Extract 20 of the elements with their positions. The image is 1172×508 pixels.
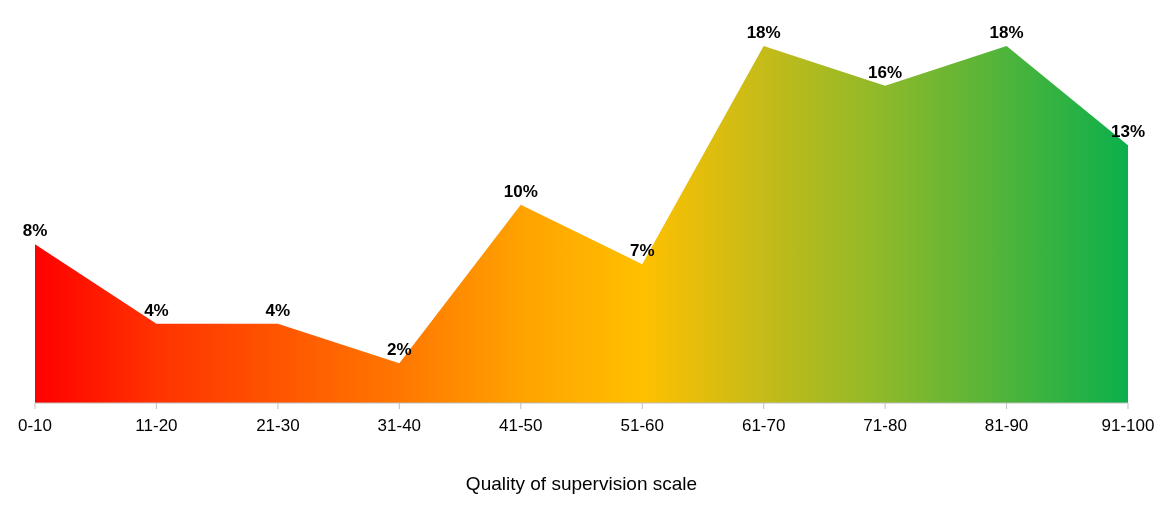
- x-tick-label: 61-70: [741, 416, 786, 436]
- data-label: 13%: [1110, 122, 1146, 142]
- x-tick-label: 81-90: [984, 416, 1029, 436]
- x-tick-label: 31-40: [377, 416, 422, 436]
- data-label: 18%: [989, 23, 1024, 42]
- x-tick-label: 91-100: [1101, 416, 1155, 436]
- data-label: 10%: [503, 181, 538, 201]
- x-tick-label: 11-20: [135, 416, 178, 436]
- x-tick-label: 71-80: [863, 416, 907, 436]
- x-tick-label: 51-60: [620, 416, 664, 436]
- data-label: 16%: [868, 62, 903, 82]
- data-label: 2%: [387, 340, 412, 360]
- data-label: 18%: [746, 23, 781, 42]
- x-axis-title: Quality of supervision scale: [465, 473, 698, 494]
- x-tick-label: 21-30: [256, 416, 300, 436]
- data-label: 4%: [265, 300, 291, 320]
- data-label: 4%: [144, 300, 169, 320]
- x-tick-label: 0-10: [17, 416, 53, 436]
- data-label: 8%: [22, 221, 48, 241]
- x-tick-label: 41-50: [499, 416, 543, 436]
